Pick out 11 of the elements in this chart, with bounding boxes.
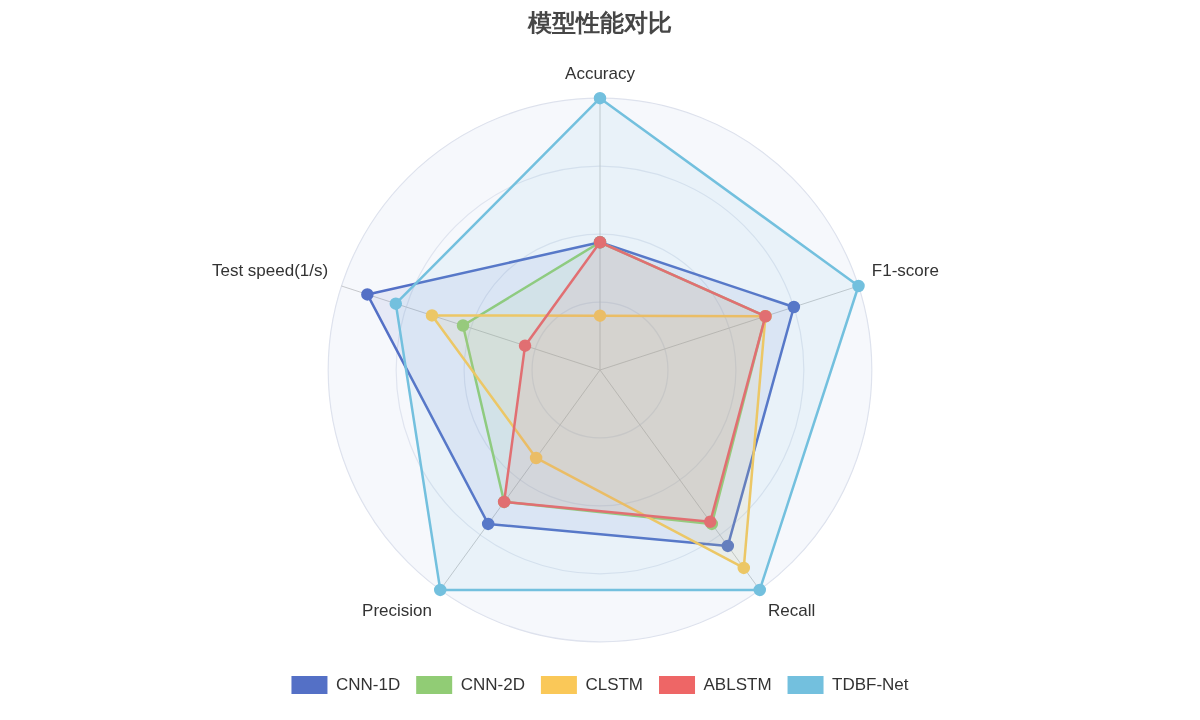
spoke-label: F1-score — [871, 261, 939, 281]
legend-label: TDBF-Net — [832, 674, 909, 694]
spoke-label: Accuracy — [565, 63, 636, 83]
legend-label: ABLSTM — [703, 674, 772, 694]
chart-title: 模型性能对比 — [527, 8, 672, 37]
spoke-label: Recall — [767, 601, 816, 621]
legend-label: CNN-2D — [460, 674, 525, 694]
legend-label: CNN-1D — [335, 674, 401, 694]
legend-label: CLSTM — [585, 674, 644, 694]
spoke-label: Precision — [362, 601, 433, 621]
spoke-label: Test speed(1/s) — [211, 261, 329, 281]
